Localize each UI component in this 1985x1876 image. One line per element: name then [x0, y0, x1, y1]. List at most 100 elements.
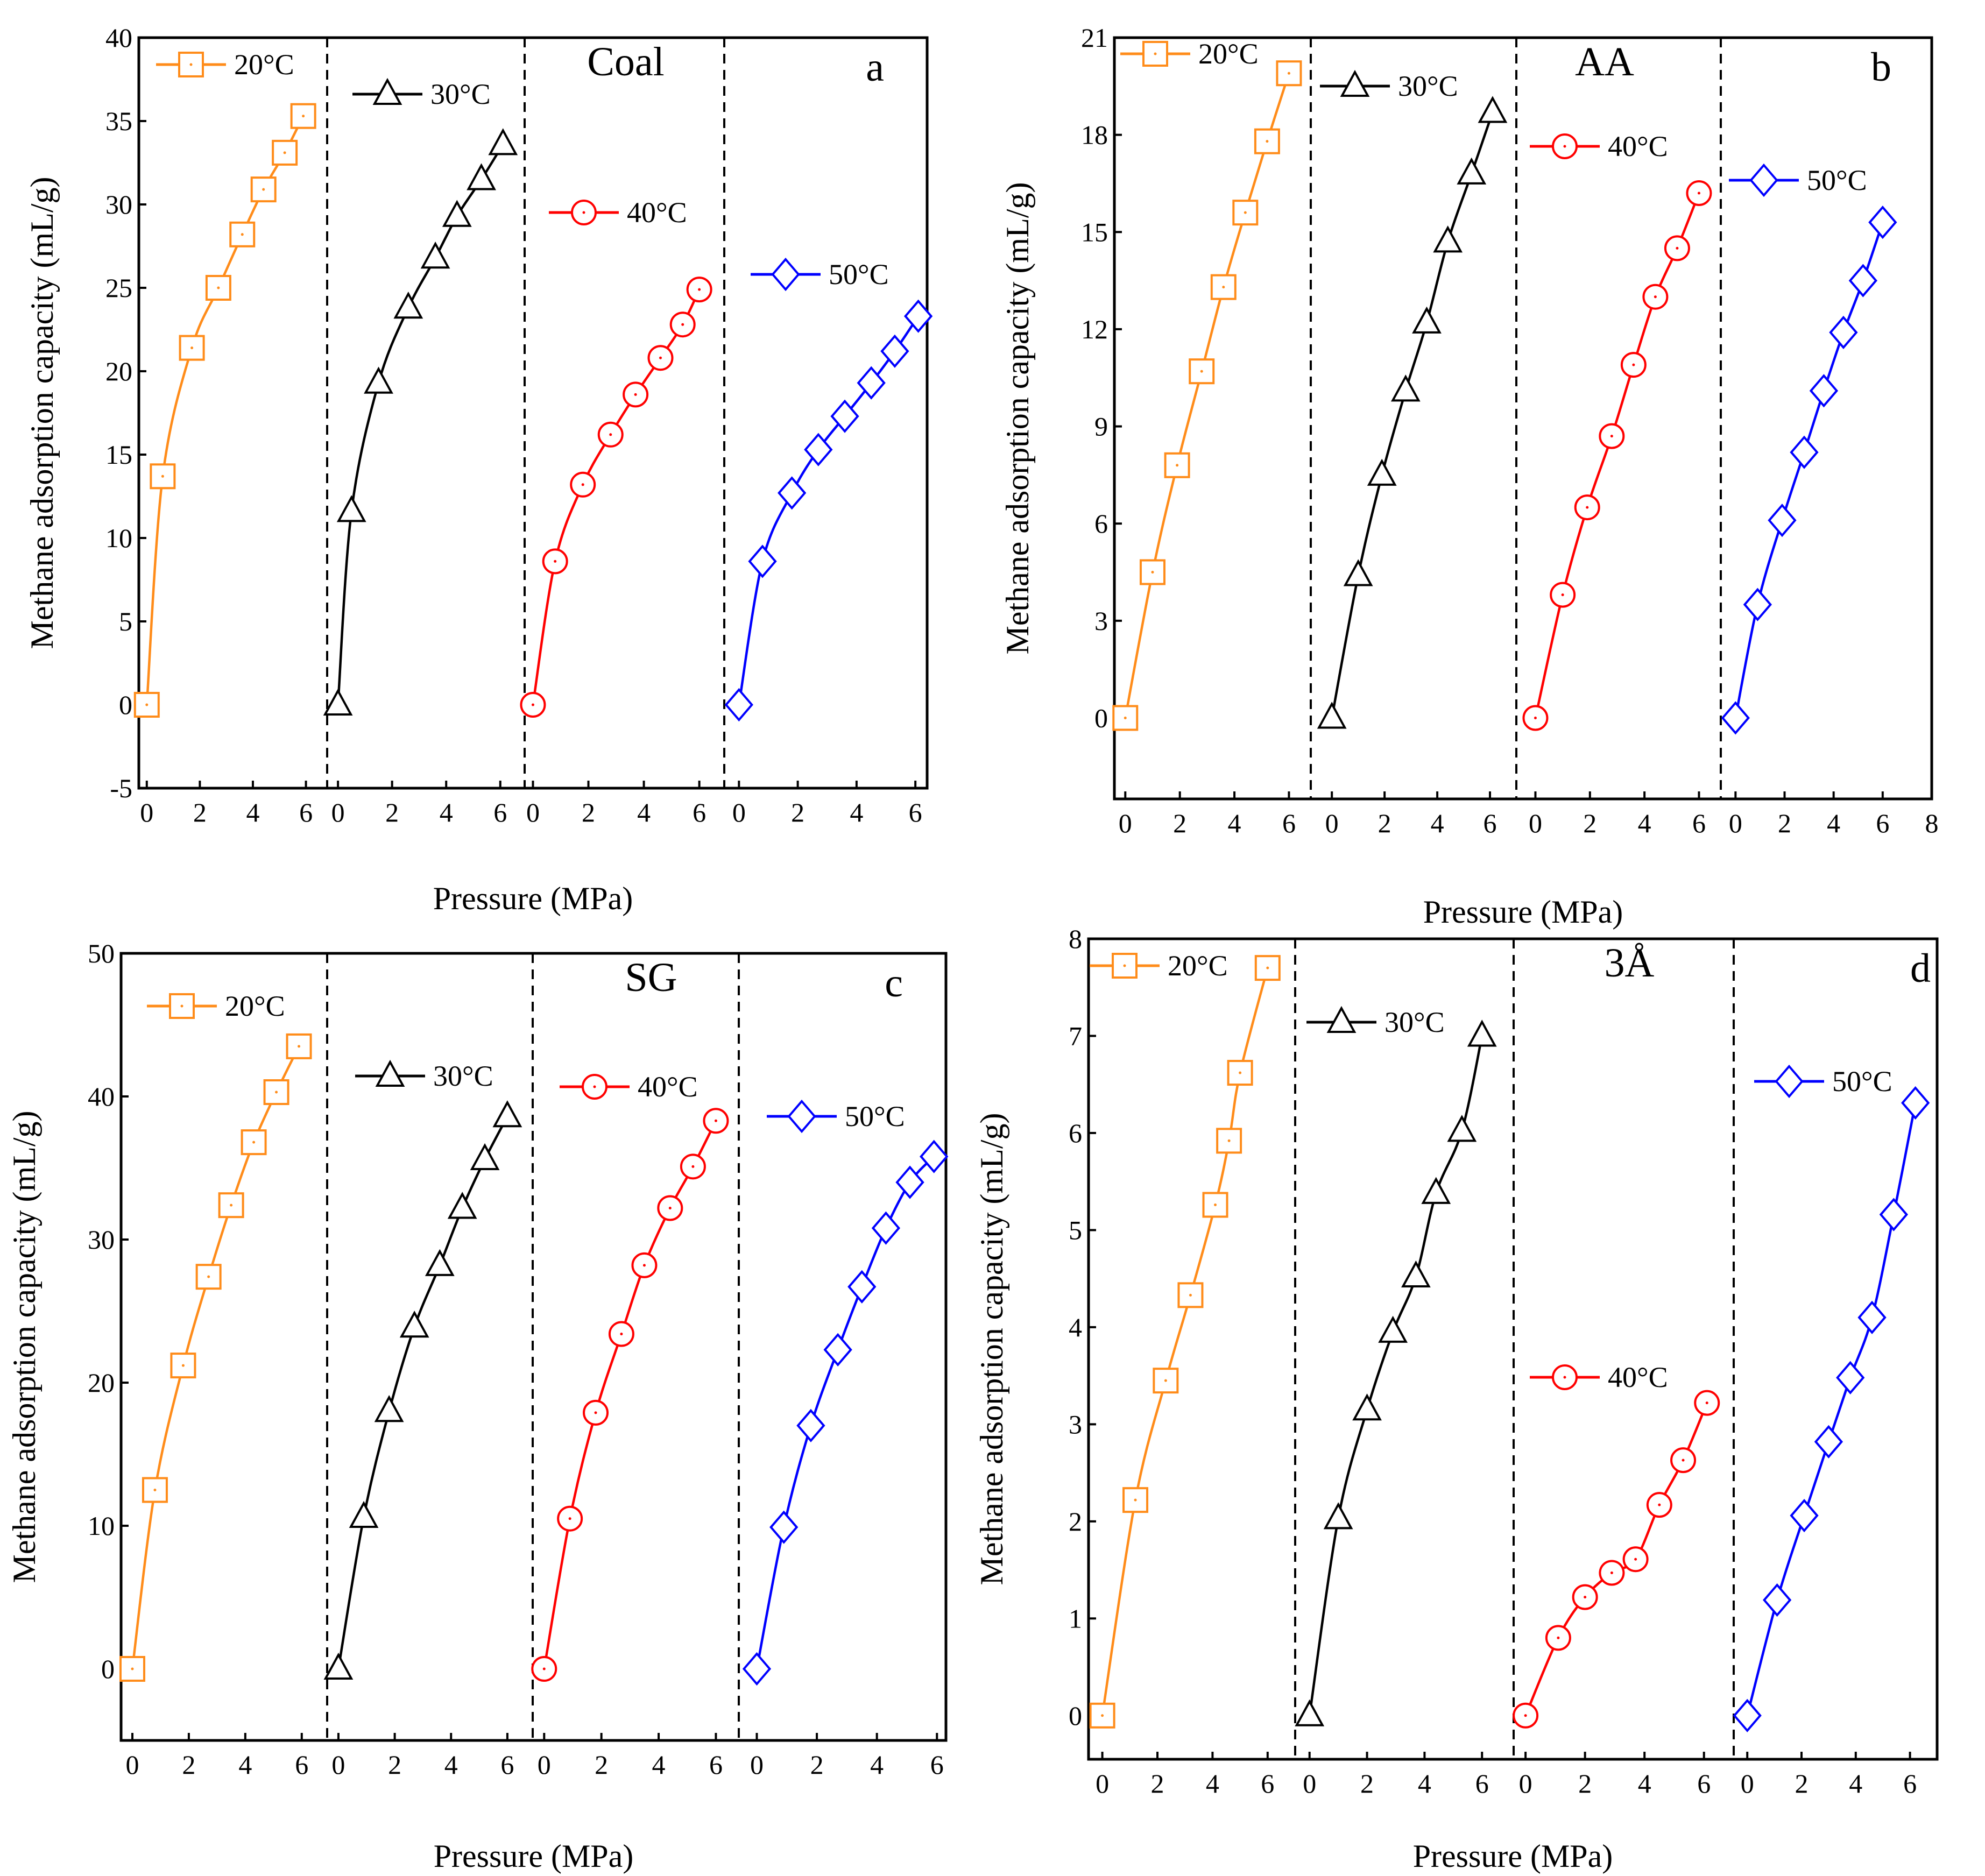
data-point: [920, 1139, 949, 1173]
data-point-dot: [609, 433, 612, 436]
data-point: [880, 334, 909, 368]
x-axis-label: Pressure (MPa): [433, 881, 633, 916]
data-point: [142, 1477, 168, 1503]
panel-letter: b: [1871, 45, 1891, 90]
series-0: 0 2 4 6 20°C: [1089, 950, 1281, 1799]
x-tick-label: 4: [1638, 808, 1651, 838]
legend-marker: [372, 77, 402, 105]
data-point-dot: [1534, 716, 1537, 719]
series-3: 0 2 4 6 8 50°C: [1721, 163, 1939, 838]
x-tick-label: 4: [1431, 808, 1444, 838]
panel-letter: a: [866, 45, 884, 90]
data-point: [769, 1510, 799, 1544]
series-0: 0 2 4 6 20°C: [133, 48, 316, 827]
y-tick-label: 0: [1069, 1701, 1082, 1731]
y-tick-label: 3: [1094, 606, 1108, 636]
data-point: [263, 1079, 289, 1106]
data-point-dot: [594, 1411, 597, 1414]
series-line: [543, 1120, 717, 1669]
data-point-dot: [1658, 1503, 1661, 1506]
sample-title: AA: [1575, 39, 1634, 84]
data-point-dot: [1151, 571, 1154, 574]
x-tick-label: 0: [538, 1750, 551, 1780]
x-tick-label: 6: [500, 1750, 514, 1780]
legend-label: 50°C: [829, 258, 889, 291]
data-point: [150, 463, 176, 490]
series-1: 0 2 4 6 30°C: [1317, 69, 1508, 838]
legend-marker: [1326, 1006, 1357, 1033]
data-point-dot: [681, 323, 684, 326]
data-point-dot: [1239, 1071, 1242, 1074]
x-tick-label: 4: [1849, 1768, 1862, 1799]
data-point: [1254, 128, 1280, 154]
y-tick-label: 25: [105, 273, 132, 303]
x-tick-label: 0: [1325, 808, 1339, 838]
series-2: 0 2 4 6 40°C: [520, 196, 712, 827]
y-axis-label: Methane adsorption capacity (mL/g): [24, 176, 60, 649]
data-point-dot: [668, 1206, 672, 1209]
panel-d: 0 1 2 3 4 5 6 7 8 Methane adsorption capacity (mL…: [974, 924, 1939, 1874]
panel-letter: d: [1910, 946, 1931, 991]
data-point: [1412, 306, 1442, 334]
data-point-dot: [1524, 1714, 1527, 1717]
legend-label: 30°C: [1384, 1006, 1445, 1038]
y-tick-label: 8: [1069, 924, 1082, 954]
data-point: [823, 1333, 852, 1367]
data-point: [1139, 559, 1165, 585]
data-point: [442, 200, 472, 227]
data-point: [1733, 1698, 1762, 1732]
data-point-dot: [1124, 716, 1127, 719]
x-tick-label: 0: [331, 797, 345, 827]
data-point-dot: [1634, 1558, 1637, 1561]
x-tick-label: 6: [1484, 808, 1497, 838]
y-tick-label: 1: [1069, 1603, 1082, 1633]
legend-label: 20°C: [225, 990, 285, 1022]
x-tick-label: 4: [1827, 808, 1840, 838]
series-line: [738, 315, 920, 705]
data-point: [1763, 1583, 1792, 1617]
series-line: [1124, 73, 1290, 718]
data-point: [778, 476, 807, 510]
x-tick-label: 6: [1692, 808, 1706, 838]
series-0: 0 2 4 6 20°C: [1112, 38, 1302, 838]
y-tick-label: 2: [1069, 1506, 1082, 1537]
data-point: [1421, 1177, 1451, 1204]
data-point: [1868, 206, 1897, 239]
x-tick-label: 0: [1096, 1768, 1109, 1799]
y-tick-label: 50: [88, 938, 115, 968]
data-point-dot: [1266, 140, 1269, 143]
y-tick-label: 10: [105, 523, 132, 553]
data-point: [1836, 1361, 1865, 1394]
series-line: [1746, 1102, 1917, 1716]
x-tick-label: 0: [125, 1750, 139, 1780]
x-tick-label: 2: [1173, 808, 1186, 838]
series-3: 0 2 4 6 50°C: [1733, 1064, 1930, 1799]
x-tick-label: 4: [444, 1750, 458, 1780]
x-tick-label: 2: [791, 797, 804, 827]
y-axis-label: Methane adsorption capacity (mL/g): [6, 1110, 42, 1583]
y-tick-label: 0: [119, 690, 132, 720]
x-tick-label: 6: [1876, 808, 1889, 838]
legend-marker-dot: [1563, 145, 1566, 148]
y-tick-label: 6: [1069, 1118, 1082, 1148]
series-1: 0 2 4 6 30°C: [323, 77, 518, 827]
data-point-dot: [1101, 1714, 1104, 1717]
data-point: [1232, 200, 1259, 226]
data-point: [748, 544, 777, 578]
data-point-dot: [1610, 435, 1613, 438]
x-tick-label: 2: [182, 1750, 195, 1780]
data-point-dot: [1266, 966, 1269, 969]
x-tick-label: 8: [1925, 808, 1939, 838]
data-point-dot: [1586, 506, 1589, 509]
data-point-dot: [1200, 370, 1203, 373]
x-tick-label: 2: [385, 797, 399, 827]
data-point-dot: [1697, 192, 1700, 195]
data-point: [1343, 559, 1373, 586]
x-tick-label: 6: [1903, 1768, 1917, 1799]
data-point-dot: [217, 286, 220, 289]
data-point: [871, 1211, 901, 1245]
data-point: [272, 139, 298, 166]
data-point: [1768, 504, 1797, 537]
data-point: [1367, 458, 1397, 486]
